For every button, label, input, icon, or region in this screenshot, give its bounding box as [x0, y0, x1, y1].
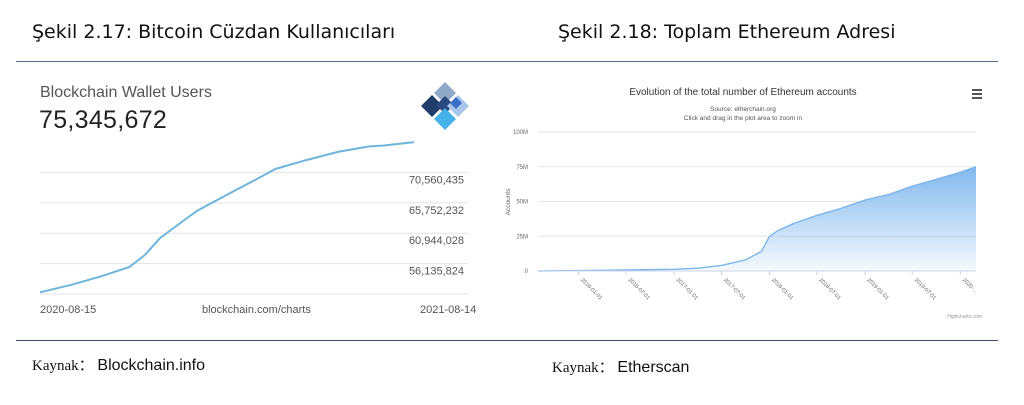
y-tick-label: 60,944,028 [409, 235, 464, 247]
chart-title: Evolution of the total number of Ethereu… [629, 87, 856, 98]
accounts-line [537, 166, 977, 272]
source-name: Etherscan [617, 359, 690, 376]
x-start-label: 2020-08-15 [40, 304, 97, 316]
y-tick-label: 75M [516, 165, 528, 171]
bottom-divider [16, 340, 998, 341]
menu-icon[interactable] [972, 89, 982, 99]
x-tick-label: 2016-07-01 [627, 277, 651, 301]
wallet-users-chart: 70,560,435 65,752,232 60,944,028 56,135,824 [39, 141, 468, 295]
source-prefix: Kaynak： [552, 360, 614, 376]
x-end-label: 2021-08-14 [420, 304, 477, 316]
top-divider [16, 61, 998, 62]
credits: Highcharts.com [947, 314, 982, 320]
source-right: Kaynak： Etherscan [552, 356, 689, 377]
y-tick-label: 65,752,232 [409, 205, 464, 217]
y-tick-label: 0 [525, 269, 529, 275]
headline-value: 75,345,672 [39, 106, 168, 134]
x-tick-label: 2019-01-01 [866, 277, 890, 301]
source-name: Blockchain.info [97, 357, 206, 374]
x-tick-label: 2018-01-01 [770, 277, 794, 301]
wallet-users-line [39, 141, 415, 294]
x-tick-label: 2017-01-01 [675, 277, 699, 301]
y-tick-label: 25M [516, 234, 528, 240]
x-tick-label: 2017-07-01 [722, 277, 746, 301]
y-tick-label: 100M [513, 130, 528, 136]
y-axis-label: Accounts [505, 188, 512, 215]
chart-subtitle-2: Click and drag in the plot area to zoom … [684, 115, 803, 122]
figure-title-left: Şekil 2.17: Bitcoin Cüzdan Kullanıcıları [32, 21, 396, 43]
chart-subtitle: Source: etherchain.org [710, 106, 776, 113]
source-left: Kaynak： Blockchain.info [32, 354, 205, 375]
chart-title: Blockchain Wallet Users [40, 84, 212, 101]
accounts-area [538, 166, 976, 271]
ethereum-accounts-chart: Evolution of the total number of Ethereu… [505, 87, 982, 320]
y-tick-label: 50M [516, 200, 528, 206]
blockchain-logo-icon [421, 82, 469, 130]
y-tick-label: 70,560,435 [409, 174, 464, 186]
x-tick-label: 2020-... [961, 277, 979, 295]
y-tick-label: 56,135,824 [409, 266, 464, 278]
x-tick-label: 2019-07-01 [913, 277, 937, 301]
source-prefix: Kaynak： [32, 358, 94, 374]
x-tick-label: 2018-07-01 [817, 277, 841, 301]
blockchain-wallet-card: 70,560,435 65,752,232 60,944,028 56,135,824… [16, 62, 478, 340]
x-tick-label: 2016-01-01 [579, 277, 603, 301]
figure-title-right: Şekil 2.18: Toplam Ethereum Adresi [558, 21, 896, 43]
source-link[interactable]: blockchain.com/charts [202, 304, 311, 316]
